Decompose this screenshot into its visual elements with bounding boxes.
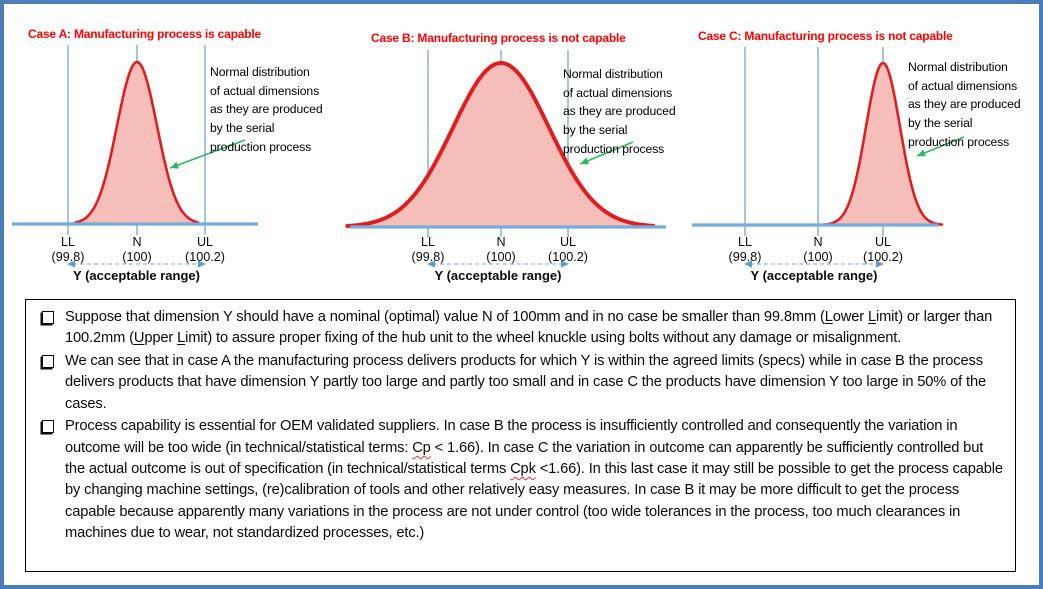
case-b-panel: Case B: Manufacturing process is not cap… [340,6,690,300]
range-arrow-left-head-icon [427,260,435,268]
annotation-line: as they are produced [210,102,323,117]
tick-label: LL [421,235,435,249]
annotation-text: Normal distribution of actual dimensions a… [210,63,323,157]
tick-value: (99.8) [52,250,85,264]
case-a-panel: Case A: Manufacturing process is capable… [8,6,342,300]
range-arrow-right-head-icon [198,260,206,268]
annotation-line: by the serial [908,116,973,131]
tick-label: LL [61,235,75,249]
annotation-line: production process [210,139,312,154]
bullet-item: Process capability is essential for OEM … [41,416,1005,544]
tick-label: N [813,235,822,249]
range-arrow-right-head-icon [876,260,884,268]
bell-curve-fill [347,63,655,227]
annotation-arrow-line [916,136,965,157]
range-label: Y (acceptable range) [73,268,200,283]
annotation-line: production process [563,141,665,156]
tick-label: UL [560,235,576,249]
bullet-text: We can see that in case A the manufactur… [65,353,986,412]
tick-value: (99.8) [412,250,445,264]
tick-label: UL [875,235,891,249]
annotation-line: as they are produced [563,104,676,119]
tick-value: (100) [486,250,515,264]
case-c-title: Case C: Manufacturing process is not cap… [698,29,953,43]
tick-label: LL [738,235,752,249]
annotation-arrow-head-icon [580,157,589,165]
range-label: Y (acceptable range) [435,268,562,283]
tick-label: N [132,235,141,249]
tick-value: (100.2) [548,250,588,264]
checkbox-bullet-icon [42,311,54,324]
annotation-line: of actual dimensions [210,83,320,98]
tick-value: (99.8) [729,250,762,264]
bell-curve-outline [73,60,200,224]
annotation-line: by the serial [210,121,275,136]
bell-curve-outline [345,61,656,228]
range-arrow-left-head-icon [67,260,75,268]
annotation-line: of actual dimensions [908,78,1018,93]
annotation-text: Normal distribution of actual dimensions a… [908,58,1021,152]
case-a-title: Case A: Manufacturing process is capable [28,27,261,41]
bell-curve-fill [75,62,199,224]
annotation-line: Normal distribution [908,60,1008,74]
annotation-arrow-head-icon [917,149,926,157]
case-b-distribution-chart: LL N UL (99.8) (100) (100.2) Y (acceptable ran… [345,50,666,283]
bullet-item: Suppose that dimension Y should have a n… [41,307,1005,350]
range-label: Y (acceptable range) [751,268,878,283]
case-c-panel: Case C: Manufacturing process is not cap… [690,6,1039,300]
checkbox-bullet-icon [42,355,54,368]
case-a-distribution-chart: LL N UL (99.8) (100) (100.2) Y (acceptable ran… [12,45,258,283]
annotation-line: Normal distribution [210,65,310,79]
case-b-title: Case B: Manufacturing process is not cap… [371,31,626,45]
annotation-arrow-head-icon [170,161,179,169]
bullet-text: Suppose that dimension Y should have a n… [65,309,993,347]
annotation-arrow-line [169,139,246,169]
tick-value: (100.2) [863,250,903,264]
range-arrow-right-head-icon [561,260,569,268]
case-c-distribution-chart: LL N UL (99.8) (100) (100.2) Y (acceptable ran… [692,47,965,283]
annotation-arrow-line [579,141,634,165]
tick-label: N [496,235,505,249]
tick-value: (100) [803,250,832,264]
bullet-item: We can see that in case A the manufactur… [41,351,1005,415]
explanation-textbox: Suppose that dimension Y should have a n… [25,299,1016,572]
bell-curve-outline [822,61,944,226]
annotation-line: production process [908,134,1010,149]
range-arrow-left-head-icon [744,260,752,268]
bell-curve-fill [823,63,943,225]
bullet-text: Process capability is essential for OEM … [65,418,1003,541]
annotation-line: by the serial [563,123,628,138]
tick-label: UL [197,235,213,249]
annotation-line: Normal distribution [563,67,663,81]
annotation-text: Normal distribution of actual dimensions a… [563,65,676,159]
annotation-line: of actual dimensions [563,85,673,100]
tick-value: (100) [122,250,151,264]
annotation-line: as they are produced [908,97,1021,112]
checkbox-bullet-icon [42,420,54,433]
tick-value: (100.2) [185,250,225,264]
